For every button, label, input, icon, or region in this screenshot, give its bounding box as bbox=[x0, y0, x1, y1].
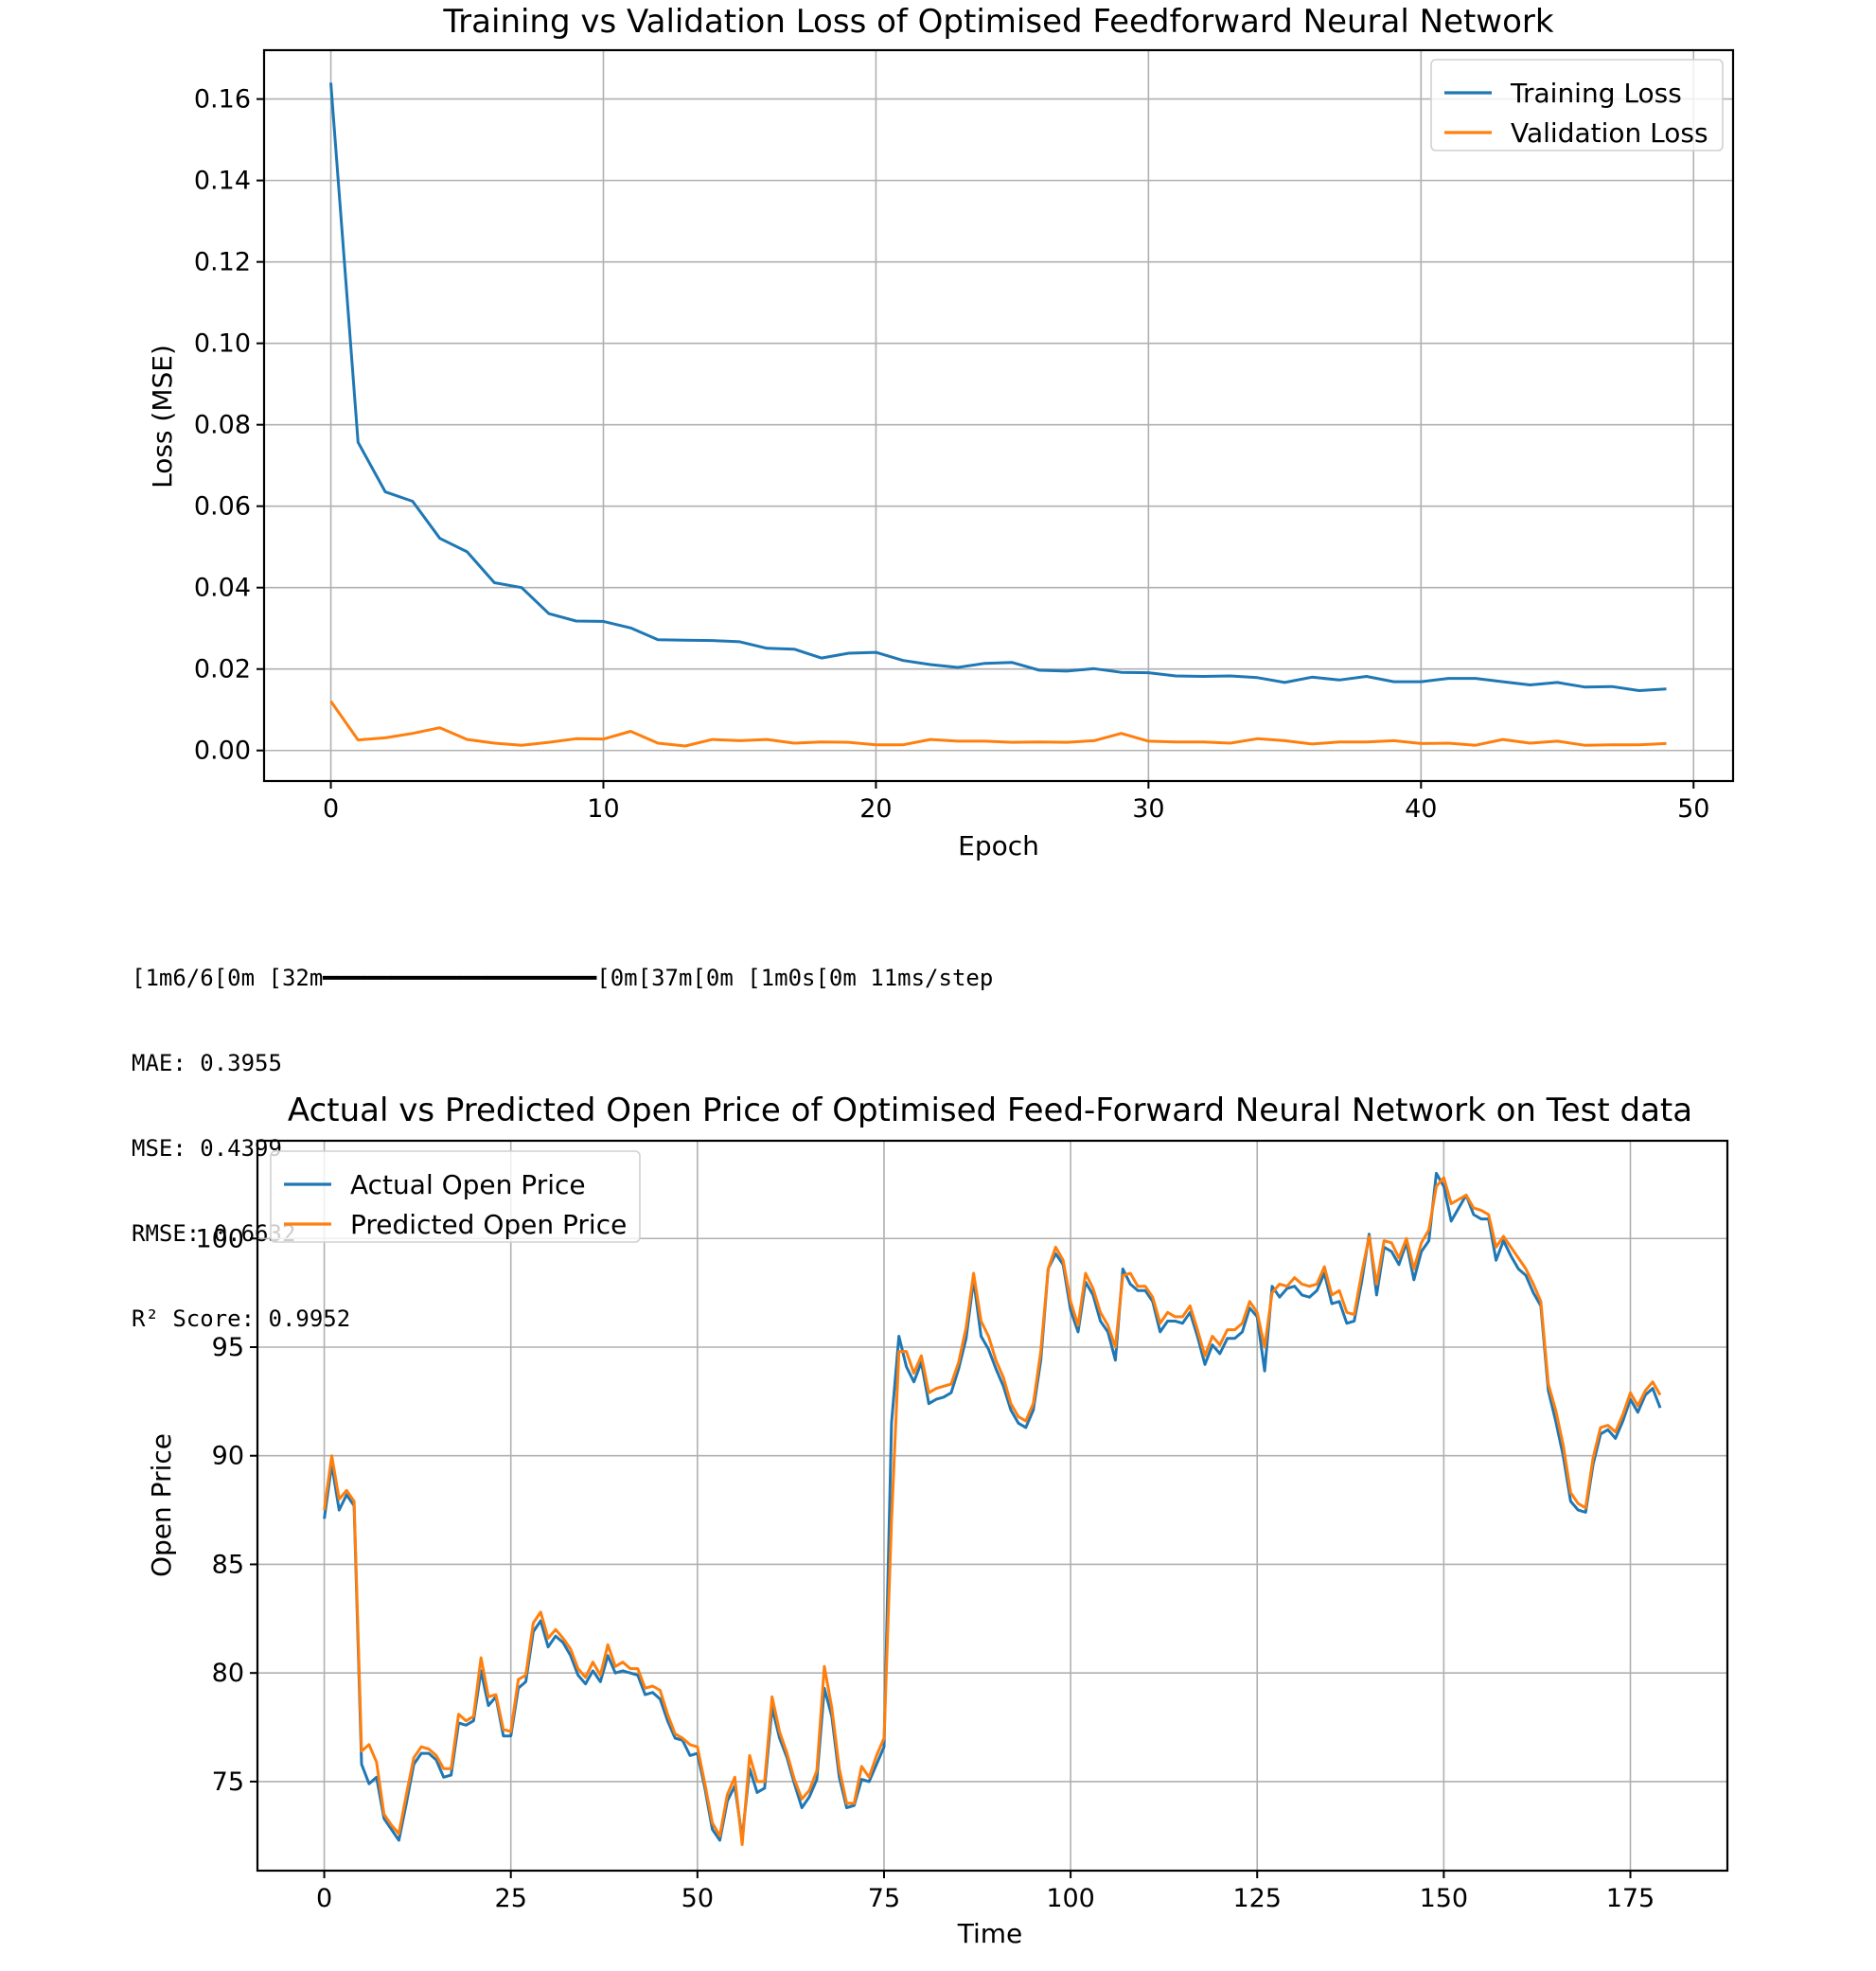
y-axis-label: Loss (MSE) bbox=[147, 345, 178, 488]
x-tick-label: 175 bbox=[1606, 1884, 1655, 1913]
x-tick-label: 125 bbox=[1232, 1884, 1282, 1913]
x-tick-label: 50 bbox=[1677, 794, 1709, 824]
y-tick-label: 0.06 bbox=[194, 492, 251, 522]
y-tick-label: 90 bbox=[212, 1442, 244, 1471]
progress-line: [1m6/6[0m [32m━━━━━━━━━━━━━━━━━━━━[0… bbox=[132, 964, 993, 992]
x-tick-label: 0 bbox=[316, 1884, 332, 1913]
training-loss-line bbox=[331, 82, 1667, 690]
y-tick-label: 0.00 bbox=[194, 737, 251, 766]
x-tick-label: 75 bbox=[868, 1884, 900, 1913]
x-tick-label: 50 bbox=[681, 1884, 714, 1913]
x-tick-label: 40 bbox=[1405, 794, 1437, 824]
console-output: [1m6/6[0m [32m━━━━━━━━━━━━━━━━━━━━[0… bbox=[132, 907, 993, 1361]
y-tick-label: 0.12 bbox=[194, 248, 251, 277]
rmse-line: RMSE: 0.6632 bbox=[132, 1219, 993, 1248]
x-axis-label: Epoch bbox=[958, 830, 1039, 861]
plot-frame bbox=[264, 50, 1733, 781]
x-tick-label: 0 bbox=[323, 794, 339, 824]
loss-chart: Training vs Validation Loss of Optimised… bbox=[0, 0, 1876, 890]
legend-label: Training Loss bbox=[1510, 78, 1682, 109]
mae-line: MAE: 0.3955 bbox=[132, 1049, 993, 1077]
y-tick-label: 0.04 bbox=[194, 574, 251, 603]
grid bbox=[264, 50, 1733, 781]
validation-loss-line bbox=[331, 701, 1667, 746]
mse-line: MSE: 0.4399 bbox=[132, 1134, 993, 1163]
y-axis-label: Open Price bbox=[146, 1433, 177, 1577]
x-axis-label: Time bbox=[957, 1918, 1023, 1949]
r2-line: R² Score: 0.9952 bbox=[132, 1305, 993, 1333]
y-tick-label: 0.10 bbox=[194, 329, 251, 359]
chart-title: Training vs Validation Loss of Optimised… bbox=[442, 3, 1553, 41]
x-tick-label: 30 bbox=[1132, 794, 1164, 824]
y-tick-label: 0.14 bbox=[194, 167, 251, 196]
legend-label: Validation Loss bbox=[1511, 117, 1708, 149]
y-tick-label: 0.16 bbox=[194, 85, 251, 115]
series-layer bbox=[331, 82, 1667, 746]
y-tick-label: 0.08 bbox=[194, 411, 251, 440]
y-tick-label: 75 bbox=[212, 1767, 244, 1797]
x-tick-label: 25 bbox=[495, 1884, 527, 1913]
y-tick-label: 0.02 bbox=[194, 655, 251, 684]
x-tick-label: 10 bbox=[587, 794, 619, 824]
x-tick-label: 20 bbox=[859, 794, 892, 824]
x-tick-label: 150 bbox=[1420, 1884, 1469, 1913]
y-tick-label: 85 bbox=[212, 1550, 244, 1579]
x-tick-label: 100 bbox=[1046, 1884, 1095, 1913]
legend: Training Loss Validation Loss bbox=[1431, 60, 1723, 151]
ticks: 0 10 20 30 40 50 0.00 0.02 0.04 0.06 0.08 0.10 0.12 0… bbox=[194, 85, 1710, 824]
y-tick-label: 80 bbox=[212, 1659, 244, 1688]
